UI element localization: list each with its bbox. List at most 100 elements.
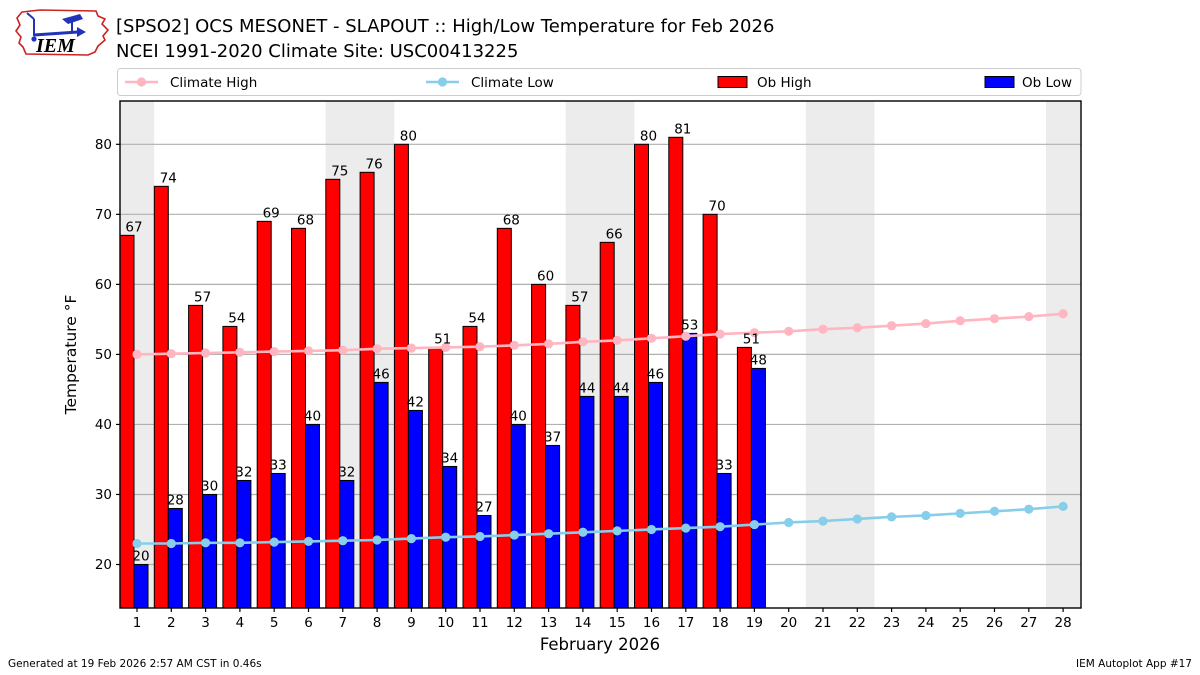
ob-high-bar [599, 241, 615, 609]
x-tick-label: 1 [133, 615, 142, 631]
climate-low-marker [784, 517, 794, 528]
climate-high-line [132, 309, 1068, 360]
ob-low-bar [407, 409, 423, 609]
climate-low-marker [509, 530, 519, 540]
legend: Climate High Climate Low Ob High Ob Low [117, 68, 1082, 96]
climate-low-marker [989, 506, 1000, 516]
ob-low-label: 53 [681, 317, 698, 333]
ob-high-bar [668, 136, 684, 609]
bar-value-labels: 67 74 57 54 69 68 75 76 80 51 54 68 60 57 66 80 81 70 51 20… [125, 121, 767, 564]
climate-high-marker [475, 342, 485, 352]
x-tick-label: 18 [712, 615, 729, 631]
ob-low-bar [613, 395, 629, 609]
climate-high-marker [544, 339, 554, 349]
ob-high-bar [428, 346, 444, 609]
legend-marker-swatch [437, 77, 448, 87]
ob-high-label: 81 [674, 121, 691, 137]
legend-label: Climate High [170, 75, 257, 91]
x-tick-label: 13 [540, 615, 557, 631]
climate-high-marker [612, 335, 622, 345]
climate-low-marker [852, 514, 862, 524]
ob-low-label: 20 [132, 549, 149, 565]
x-tick-label: 20 [780, 615, 797, 631]
climate-high-marker [166, 349, 176, 359]
x-tick-label: 25 [952, 615, 969, 631]
ob-low-bar [373, 381, 389, 609]
legend-box [117, 68, 1082, 96]
ob-high-label: 51 [743, 331, 760, 347]
ob-low-label: 30 [201, 478, 218, 494]
chart-subtitle: NCEI 1991-2020 Climate Site: USC00413225 [116, 41, 518, 62]
climate-low-line [132, 501, 1068, 549]
x-tick-label: 15 [609, 615, 626, 631]
climate-high-marker [955, 316, 965, 326]
chart-title: [SPSO2] OCS MESONET - SLAPOUT :: High/Lo… [116, 16, 774, 37]
ob-high-label: 80 [640, 128, 657, 144]
ob-high-label: 57 [194, 289, 211, 305]
wind-vane-plane-icon [62, 14, 83, 24]
climate-low-marker [1058, 501, 1068, 511]
climate-high-marker [681, 331, 691, 341]
ob-low-label: 28 [167, 492, 184, 508]
climate-low-marker [132, 538, 142, 549]
app-credit-text: IEM Autoplot App #17 [1076, 658, 1192, 670]
ob-low-bar [579, 395, 595, 609]
x-tick-label: 21 [814, 615, 831, 631]
x-tick-label: 17 [677, 615, 694, 631]
climate-low-path [137, 505, 1064, 545]
y-axis-title: Temperature °F [62, 295, 80, 416]
ob-high-bar [565, 304, 581, 609]
climate-low-marker [921, 510, 931, 521]
legend-label: Climate Low [471, 75, 554, 91]
ob-low-label: 37 [544, 429, 561, 445]
iem-logo-text: IEM [35, 35, 76, 57]
x-tick-label: 26 [986, 615, 1003, 631]
ob-high-label: 54 [228, 310, 245, 326]
climate-high-marker [269, 346, 279, 357]
climate-low-marker [887, 512, 897, 522]
y-tick-label: 20 [95, 557, 112, 573]
ob-high-bar [325, 178, 341, 609]
climate-low-marker [955, 508, 965, 518]
climate-low-marker [612, 526, 622, 536]
x-tick-label: 2 [167, 615, 176, 631]
x-tick-label: 19 [746, 615, 763, 631]
climate-high-marker [132, 349, 142, 360]
wind-vane-shaft-icon [33, 30, 79, 37]
ob-low-bar [716, 472, 732, 609]
ob-high-label: 68 [503, 212, 520, 228]
y-tick-label: 70 [95, 207, 112, 223]
climate-high-marker [715, 329, 725, 339]
climate-low-marker [235, 538, 245, 548]
climate-high-path [136, 312, 1064, 356]
climate-high-marker [921, 318, 931, 329]
ob-high-label: 70 [709, 198, 726, 214]
ob-high-bar [702, 213, 718, 609]
ob-high-label: 66 [606, 226, 623, 242]
climate-low-marker [578, 527, 588, 537]
ob-low-bar [750, 367, 766, 609]
climate-high-marker [887, 321, 897, 331]
ob-low-label: 33 [270, 457, 287, 473]
ob-high-label: 57 [571, 289, 588, 305]
x-tick-label: 22 [849, 615, 866, 631]
wind-vane-arrow-icon [77, 27, 86, 37]
ob-high-bar [359, 171, 375, 609]
x-tick-label: 11 [471, 615, 488, 631]
climate-low-marker [372, 535, 382, 545]
x-tick-label: 12 [506, 615, 523, 631]
climate-low-marker [544, 529, 554, 539]
climate-high-marker [201, 348, 211, 358]
y-tick-label: 60 [95, 277, 112, 293]
legend-label: Ob High [757, 75, 812, 91]
climate-high-marker [852, 323, 862, 333]
climate-high-marker [509, 340, 519, 350]
climate-high-marker [372, 344, 382, 354]
ob-low-label: 40 [510, 408, 527, 424]
ob-high-bar [531, 283, 547, 609]
ob-high-label: 74 [160, 170, 177, 186]
anemometer-cup-icon [31, 36, 37, 42]
y-tick-label: 50 [95, 347, 112, 363]
